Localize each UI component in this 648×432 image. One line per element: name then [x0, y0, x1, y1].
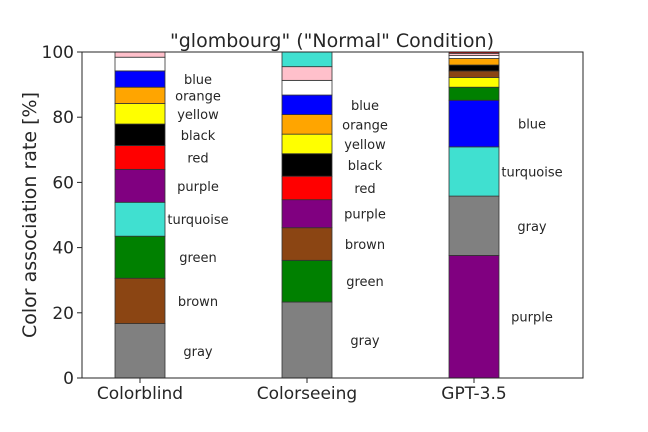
bar-segment-brown [281, 227, 333, 261]
chart-title: "glombourg" ("Normal" Condition) [170, 30, 494, 52]
bar-segment-yellow [114, 103, 166, 125]
bar-segment-pink [281, 66, 333, 81]
segment-label: gray [350, 334, 380, 349]
bar-segment-brown [114, 277, 166, 324]
bar-segment-purple [114, 168, 166, 203]
y-tick-label: 20 [52, 304, 74, 324]
segment-label: yellow [344, 138, 386, 153]
segment-label: green [179, 251, 217, 266]
x-tick-label: Colorblind [97, 384, 183, 404]
segment-label: blue [351, 99, 379, 114]
bar-segment-turquoise [281, 51, 333, 68]
bar-segment-gray [114, 323, 166, 379]
segment-label: red [187, 151, 208, 166]
segment-label: purple [344, 208, 386, 223]
bar-segment-green [114, 235, 166, 279]
bar-segment-pink [114, 51, 166, 58]
segment-label: orange [342, 118, 388, 133]
bar-segment-brown [448, 70, 500, 78]
y-axis-ticks: 0 20 40 60 80 100 [42, 43, 82, 389]
bar-segment-black [281, 153, 333, 177]
bar-segment-gray [448, 195, 500, 256]
y-tick-label: 60 [52, 173, 74, 193]
bar-segment-orange [281, 114, 333, 135]
y-tick-label: 100 [42, 43, 74, 63]
x-tick-label: GPT-3.5 [441, 384, 506, 404]
y-tick-label: 80 [52, 108, 74, 128]
segment-label: green [346, 275, 384, 290]
segment-label: yellow [177, 108, 219, 123]
bar-segment-black [114, 123, 166, 146]
segment-label: blue [184, 73, 212, 88]
bar-segment-white [448, 55, 500, 59]
segment-label: purple [177, 180, 219, 195]
bar-segment-orange [114, 86, 166, 104]
segment-label: turquoise [501, 165, 562, 180]
segment-label: black [181, 129, 216, 144]
bar-segment-blue [114, 70, 166, 88]
bar-segment-yellow [281, 133, 333, 155]
segment-label: brown [178, 295, 218, 310]
bar-segment-blue [281, 94, 333, 115]
bar-segment-turquoise [448, 146, 500, 197]
segment-label: turquoise [167, 213, 228, 228]
segment-label: orange [175, 89, 221, 104]
segment-label: purple [511, 311, 553, 326]
segment-label: red [354, 182, 375, 197]
bar-segment-yellow [448, 77, 500, 88]
segment-label: gray [517, 220, 547, 235]
bar-segment-green [281, 259, 333, 303]
bar-segment-green [448, 86, 500, 101]
segment-label: blue [518, 118, 546, 133]
bar-segment-red [281, 175, 333, 201]
segment-labels: gray brown green turquoise purple red black yel… [167, 73, 562, 360]
bar-segment-red [114, 145, 166, 170]
bar-segment-gray [281, 301, 333, 379]
y-tick-label: 0 [63, 369, 74, 389]
segment-label: gray [183, 345, 213, 360]
bar-segment-white [114, 56, 166, 72]
y-tick-label: 40 [52, 239, 74, 259]
plot-frame [81, 51, 584, 379]
x-tick-label: Colorseeing [257, 384, 357, 404]
x-axis-ticks: Colorblind Colorseeing GPT-3.5 [97, 378, 507, 404]
bar-segment-purple [281, 199, 333, 229]
bar-segment-turquoise [114, 201, 166, 237]
bar-segment-orange [448, 58, 500, 66]
bar-segment-purple [448, 255, 500, 379]
bar-segment-white [281, 79, 333, 96]
bar-segment-blue [448, 99, 500, 148]
segment-label: brown [345, 238, 385, 253]
segment-label: black [348, 159, 383, 174]
bar-segment-black [448, 64, 500, 72]
y-axis-label: Color association rate [%] [19, 92, 41, 338]
bar-stacks [114, 51, 500, 379]
